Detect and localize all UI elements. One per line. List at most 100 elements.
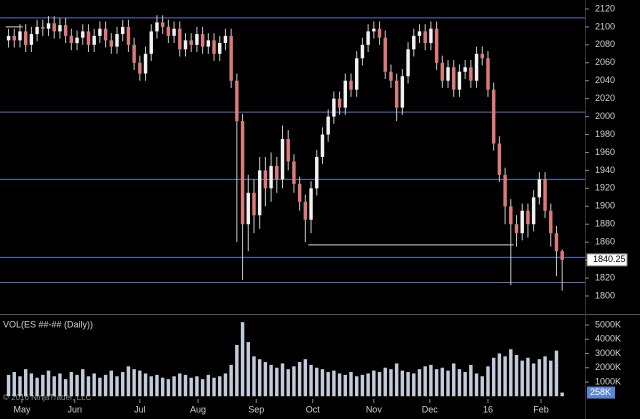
candle-body xyxy=(309,188,313,220)
candle-body xyxy=(92,35,96,45)
candle-body xyxy=(491,89,496,144)
volume-bar xyxy=(223,373,228,397)
volume-bar xyxy=(446,370,450,397)
candle-body xyxy=(46,23,51,29)
y-tick-label: 1800 xyxy=(595,290,615,300)
volume-bar xyxy=(297,362,302,397)
candle-body xyxy=(446,67,450,81)
candle-body xyxy=(469,67,473,81)
candle-body xyxy=(531,197,536,225)
volume-title: VOL(ES ##-## (Daily)) xyxy=(3,319,93,329)
volume-bar xyxy=(286,369,290,397)
candle-body xyxy=(143,53,148,74)
volume-bar xyxy=(337,373,342,397)
candle-body xyxy=(303,201,308,220)
candle-body xyxy=(189,40,193,45)
volume-bar xyxy=(58,373,62,397)
volume-bar xyxy=(480,376,484,397)
volume-bar xyxy=(360,374,365,397)
volume-bar xyxy=(406,372,410,397)
candle-body xyxy=(23,31,28,45)
candle-body xyxy=(252,192,256,216)
volume-bar xyxy=(178,373,182,397)
y-tick-label: 1880 xyxy=(595,219,615,229)
y-tick-label: 1940 xyxy=(595,165,615,175)
volume-bar xyxy=(206,374,211,397)
candle-body xyxy=(195,34,199,45)
volume-bar xyxy=(349,372,353,397)
volume-bar xyxy=(412,373,416,397)
candle-body xyxy=(6,35,11,41)
last-price-label: 1840.25 xyxy=(593,254,626,264)
volume-bar xyxy=(474,373,479,397)
volume-bar xyxy=(41,374,45,397)
volume-bar xyxy=(35,377,39,397)
x-tick-label: Nov xyxy=(366,404,383,414)
volume-bar xyxy=(315,367,319,397)
volume-bar xyxy=(246,342,250,397)
candle-body xyxy=(526,210,530,225)
volume-bar xyxy=(394,363,399,397)
candle-body xyxy=(503,174,507,207)
volume-bar xyxy=(183,374,188,397)
volume-bar xyxy=(509,349,513,397)
volume-bar xyxy=(23,369,28,397)
x-tick-label: Oct xyxy=(306,404,321,414)
volume-bar xyxy=(429,364,433,397)
volume-bar xyxy=(332,370,336,397)
candle-body xyxy=(81,31,85,38)
volume-bar xyxy=(6,374,11,397)
volume-bar xyxy=(309,364,313,397)
y-tick-label: 1860 xyxy=(595,237,615,247)
candle-body xyxy=(160,22,165,27)
volume-bar xyxy=(549,360,553,397)
volume-bar xyxy=(434,369,439,397)
candle-body xyxy=(332,98,336,117)
candle-body xyxy=(440,62,445,81)
candle-body xyxy=(412,35,416,50)
candle-body xyxy=(286,139,290,162)
x-tick-label: Aug xyxy=(190,404,206,414)
candle-body xyxy=(394,80,399,108)
candle-body xyxy=(377,28,382,38)
volume-bar xyxy=(103,374,108,397)
volume-bar xyxy=(497,353,502,397)
volume-bar xyxy=(343,374,348,397)
candle-body xyxy=(75,37,79,44)
candle-body xyxy=(463,67,467,72)
volume-bar xyxy=(160,377,165,397)
candle-body xyxy=(275,165,279,180)
candle-body xyxy=(543,179,547,211)
volume-bar xyxy=(120,372,125,397)
candle-body xyxy=(29,34,34,45)
volume-bar xyxy=(263,362,268,397)
candle-body xyxy=(69,35,74,44)
candle-body xyxy=(155,22,159,32)
volume-bar xyxy=(520,360,524,397)
candle-body xyxy=(63,25,68,36)
candle-body xyxy=(58,25,62,32)
volume-bar xyxy=(423,366,427,397)
candle-body xyxy=(240,121,245,225)
y-tick-label: 4000K xyxy=(595,334,621,344)
candle-body xyxy=(429,28,433,44)
volume-bar xyxy=(554,350,559,397)
volume-bar xyxy=(320,369,325,397)
candle-body xyxy=(372,28,376,32)
y-tick-label: 3000K xyxy=(595,348,621,358)
volume-bar xyxy=(52,376,56,397)
volume-bar xyxy=(132,369,136,397)
volume-bar xyxy=(469,364,473,397)
candle-body xyxy=(138,62,142,74)
candle-body xyxy=(326,116,330,135)
y-tick-label: 1900 xyxy=(595,201,615,211)
copyright: © 2016 NinjaTrader, LLC xyxy=(3,393,92,402)
candle-body xyxy=(149,31,153,54)
volume-bar xyxy=(29,373,34,397)
volume-bar xyxy=(98,377,102,397)
y-tick-label: 2080 xyxy=(595,39,615,49)
y-tick-label: 2000 xyxy=(595,111,615,121)
candle-body xyxy=(452,67,456,90)
volume-bar xyxy=(200,379,205,397)
